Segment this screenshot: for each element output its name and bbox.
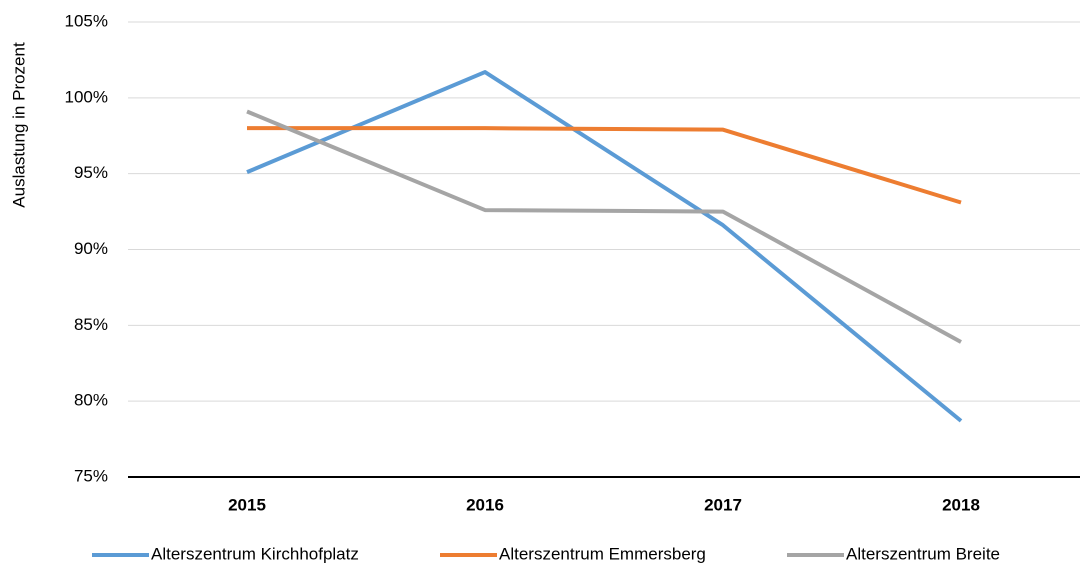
legend-label: Alterszentrum Breite: [846, 544, 1000, 563]
y-tick-label: 100%: [65, 87, 108, 106]
x-tick-label: 2017: [704, 495, 742, 514]
y-tick-label: 80%: [74, 391, 108, 410]
y-tick-label: 90%: [74, 239, 108, 258]
x-tick-label: 2016: [466, 495, 504, 514]
legend-label: Alterszentrum Kirchhofplatz: [151, 544, 359, 563]
legend-label: Alterszentrum Emmersberg: [499, 544, 706, 563]
x-tick-label: 2018: [942, 495, 980, 514]
x-tick-label: 2015: [228, 495, 266, 514]
series-line: [246, 109, 962, 344]
y-tick-label: 85%: [74, 315, 108, 334]
y-axis-label: Auslastung in Prozent: [9, 42, 28, 208]
y-tick-label: 95%: [74, 163, 108, 182]
y-tick-label: 75%: [74, 466, 108, 485]
y-tick-label: 105%: [65, 11, 108, 30]
series-line: [246, 70, 963, 423]
series-line: [247, 126, 962, 205]
